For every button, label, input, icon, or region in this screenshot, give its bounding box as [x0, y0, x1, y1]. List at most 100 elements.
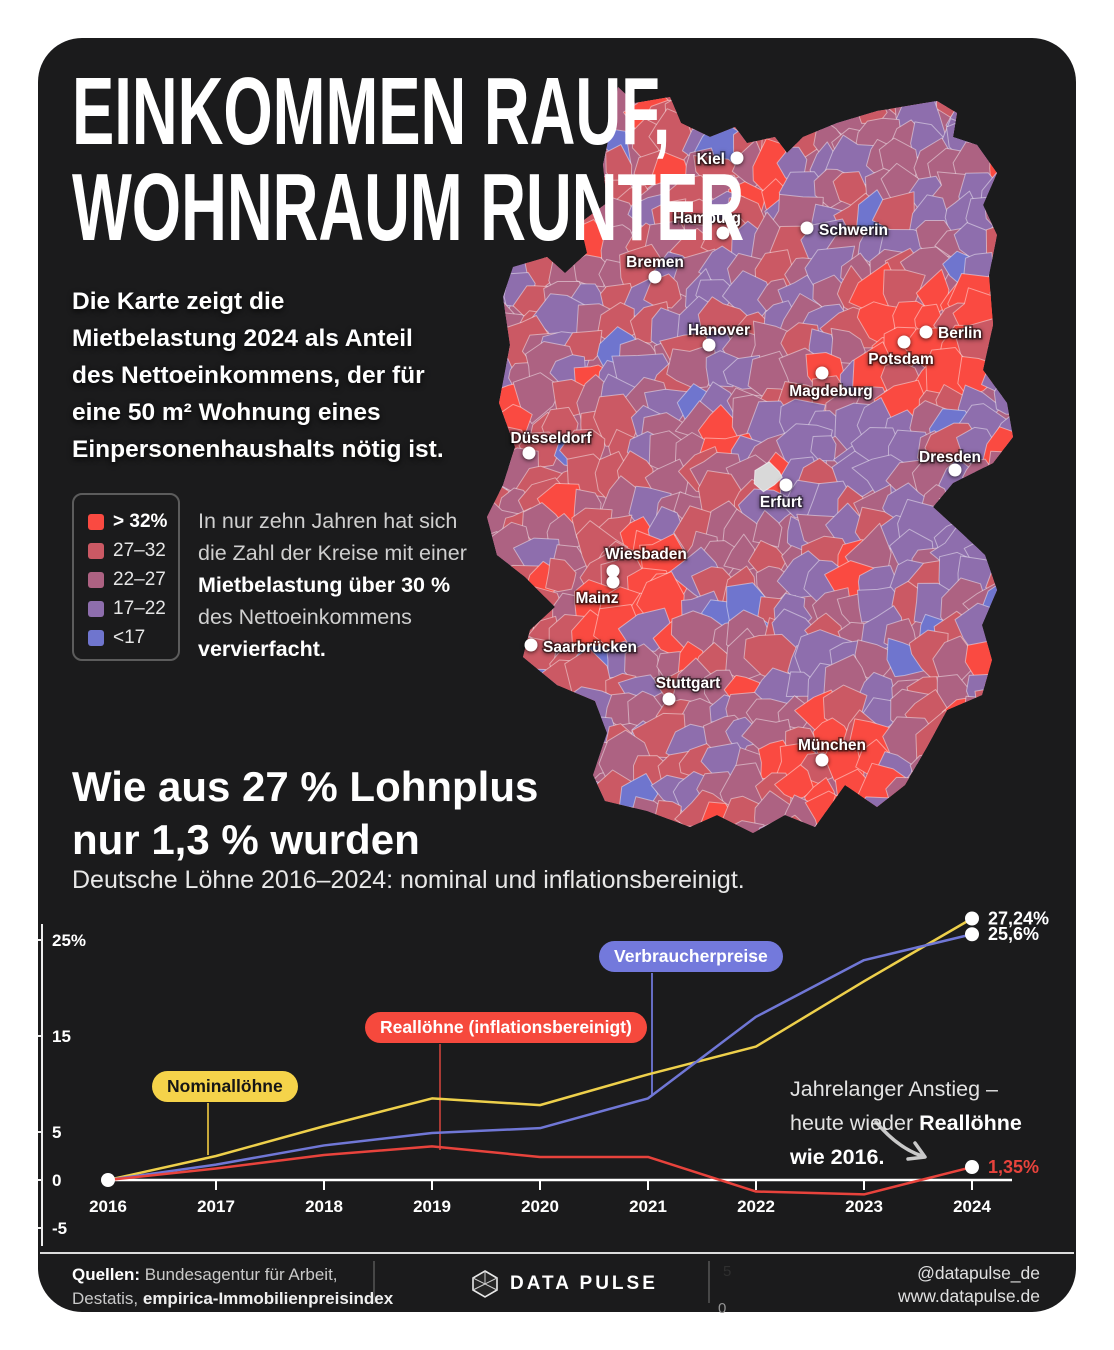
line-verbraucherpreise	[107, 933, 973, 1182]
city-marker-hamburg	[716, 226, 730, 240]
intro-line: des Nettoeinkommens, der für	[72, 362, 425, 389]
intro-paragraph: Die Karte zeigt die Mietbelastung 2024 al…	[72, 283, 492, 468]
brand-wordmark: DATA PULSE	[510, 1273, 658, 1294]
city-marker-hanover	[702, 338, 716, 352]
pill-verbraucherpreise: Verbraucherpreise	[599, 941, 783, 972]
footer-separator-left	[373, 1261, 375, 1303]
germany-map: Kiel Hamburg Schwerin Bremen Hanover Berlin Po…	[487, 87, 1013, 833]
footer-divider-line	[40, 1252, 1074, 1254]
annotation-arrowhead	[906, 1141, 927, 1161]
x-tick-label: 2024	[953, 1197, 991, 1216]
intro-line: Die Karte zeigt die	[72, 288, 285, 315]
city-marker-magdeburg	[815, 366, 829, 380]
legend-swatch	[88, 600, 104, 617]
x-tick-label: 2016	[89, 1197, 127, 1216]
legend-note-text: In nur zehn Jahren hat sich die Zahl der …	[198, 505, 498, 665]
x-tick-label: 2018	[305, 1197, 343, 1216]
legend-note-line: Mietbelastung über 30 %	[198, 573, 451, 597]
intro-line: Mietbelastung 2024 als Anteil	[72, 325, 413, 352]
brand-logo: DATA PULSE	[470, 1269, 658, 1299]
city-marker-stuttgart	[662, 692, 676, 706]
legend-label: 22–27	[113, 568, 166, 590]
footer-url: www.datapulse.de	[897, 1286, 1040, 1306]
pill-realloehne: Reallöhne (inflationsbereinigt)	[365, 1012, 647, 1043]
footer-sources: Quellen: Bundesagentur für Arbeit, Destat…	[72, 1263, 393, 1311]
city-marker-erfurt	[779, 478, 793, 492]
chart-annotation: Jahrelanger Anstieg – heute wieder Reall…	[790, 1077, 1022, 1169]
legend-swatch	[88, 513, 104, 530]
city-marker-düsseldorf	[522, 446, 536, 460]
chart-axes: 25% 15 5 0 -5 2016 2017 2018 2019 2020 2021 2022 202…	[38, 924, 1012, 1246]
district-no-data	[753, 461, 783, 493]
brand-hexagon-icon	[472, 1270, 498, 1298]
artifact-glyph-5: 5	[723, 1263, 732, 1280]
city-label-bremen: Bremen	[626, 254, 684, 271]
city-label-erfurt: Erfurt	[760, 494, 802, 511]
city-label-potsdam: Potsdam	[868, 351, 933, 368]
annotation-arrow	[874, 1120, 924, 1158]
city-marker-münchen	[815, 753, 829, 767]
city-label-berlin: Berlin	[938, 325, 982, 342]
section-heading: Wie aus 27 % Lohnplus nur 1,3 % wurden	[72, 760, 538, 866]
page-title-line1: EINKOMMEN RAUF,	[72, 58, 671, 165]
legend-swatch	[88, 542, 104, 559]
city-label-kiel: Kiel	[697, 151, 725, 168]
city-label-magdeburg: Magdeburg	[789, 383, 873, 400]
end-value-label: 27,24%	[988, 908, 1049, 928]
city-label-düsseldorf: Düsseldorf	[511, 430, 593, 447]
legend-label: 17–22	[113, 597, 166, 619]
artifact-glyph-0: 0	[718, 1300, 727, 1317]
intro-line: Einpersonenhaushalts nötig ist.	[72, 436, 444, 463]
legend-swatch	[88, 629, 104, 646]
legend-note-line: vervierfacht.	[198, 637, 326, 661]
city-marker-dresden	[948, 463, 962, 477]
footer-separator-right	[708, 1261, 710, 1303]
city-marker-wiesbaden	[606, 564, 620, 578]
city-marker-saarbrücken	[524, 638, 538, 652]
end-value-label: 25,6%	[988, 924, 1039, 944]
y-tick-label: 15	[52, 1027, 71, 1046]
y-tick-label: 5	[52, 1123, 61, 1142]
city-label-dresden: Dresden	[919, 449, 981, 466]
y-tick-label: 25%	[52, 931, 86, 950]
legend-item: > 32%	[88, 507, 178, 536]
end-value-label: 1,35%	[988, 1157, 1039, 1177]
city-label-stuttgart: Stuttgart	[656, 675, 721, 692]
footer-source-line: Destatis, empirica-Immobilienpreisindex	[72, 1289, 394, 1308]
city-marker-schwerin	[800, 221, 814, 235]
x-tick-label: 2023	[845, 1197, 883, 1216]
chart-endpoints: 27,24%25,6% 1,35%	[101, 908, 1049, 1187]
legend-note-line: des Nettoeinkommens	[198, 605, 412, 629]
y-tick-label: 0	[52, 1171, 61, 1190]
footer-handle: @datapulse_de	[917, 1263, 1040, 1283]
line-realloehne	[107, 1145, 973, 1196]
city-marker-kiel	[730, 151, 744, 165]
x-tick-label: 2020	[521, 1197, 559, 1216]
city-label-münchen: München	[798, 737, 866, 754]
x-tick-label: 2017	[197, 1197, 235, 1216]
pill-nominalloehne: Nominallöhne	[152, 1071, 298, 1102]
page-title-line2: WOHNRAUM RUNTER	[72, 154, 745, 261]
city-marker-berlin	[919, 325, 933, 339]
city-label-hanover: Hanover	[688, 322, 750, 339]
intro-line: eine 50 m² Wohnung eines	[72, 399, 381, 426]
x-tick-label: 2019	[413, 1197, 451, 1216]
city-label-wiesbaden: Wiesbaden	[605, 546, 687, 563]
city-label-hamburg: Hamburg	[673, 210, 741, 227]
section-heading-line2: nur 1,3 % wurden	[72, 816, 420, 863]
city-label-schwerin: Schwerin	[819, 222, 888, 239]
city-label-mainz: Mainz	[575, 590, 618, 607]
city-marker-bremen	[648, 270, 662, 284]
legend-label: <17	[113, 626, 146, 648]
section-heading-line1: Wie aus 27 % Lohnplus	[72, 763, 539, 810]
legend-note-line: In nur zehn Jahren hat sich	[198, 509, 458, 533]
footer-social: @datapulse_de www.datapulse.de	[840, 1262, 1040, 1308]
page-title: EINKOMMEN RAUF, WOHNRAUM RUNTER	[72, 64, 1076, 256]
city-marker-potsdam	[897, 335, 911, 349]
line-nominalloehne	[107, 917, 973, 1182]
map-legend: > 32% 27–32 22–27 17–22 <17	[72, 493, 180, 661]
legend-swatch	[88, 571, 104, 588]
pill-leader-lines	[207, 973, 653, 1155]
city-marker-mainz	[606, 575, 620, 589]
